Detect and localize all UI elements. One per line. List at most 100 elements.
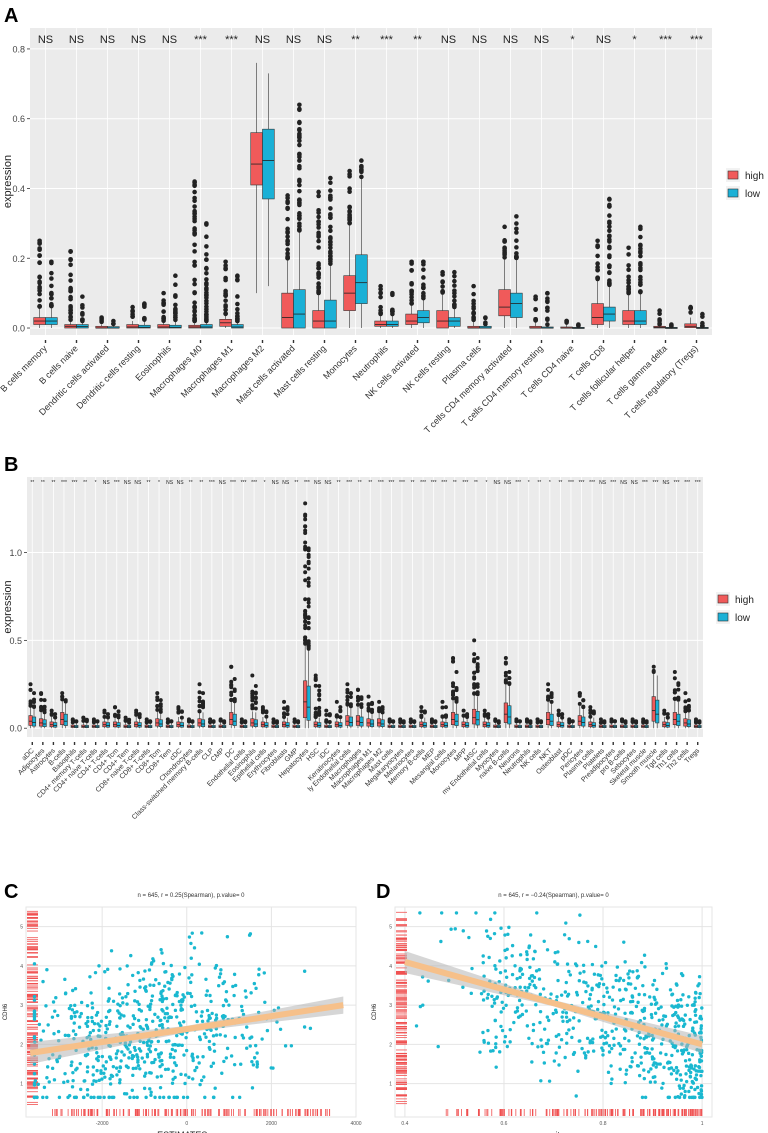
scatter-point: [687, 995, 691, 999]
box-high: [436, 310, 449, 329]
scatter-point: [560, 1015, 564, 1019]
scatter-point: [198, 1037, 203, 1042]
x-tick: [602, 340, 605, 343]
outlier-point: [429, 717, 434, 722]
x-axis-label: ESTIMATEScore: [157, 1130, 225, 1133]
y-tick-label: 0.6: [12, 114, 25, 124]
scatter-point: [195, 1055, 200, 1059]
outlier-point: [378, 294, 383, 300]
scatter-point: [622, 940, 626, 944]
scatter-point: [192, 946, 197, 950]
scatter-point: [217, 984, 221, 988]
scatter-point: [229, 1054, 234, 1058]
scatter-point: [642, 993, 647, 997]
significance-label: ***: [579, 480, 585, 486]
y-tick-label: 0.0: [12, 324, 25, 334]
outlier-point: [471, 298, 476, 304]
outlier-point: [306, 616, 311, 621]
outlier-point: [348, 691, 353, 696]
scatter-point: [79, 1000, 84, 1005]
x-tick: [42, 742, 44, 745]
outlier-point: [347, 171, 352, 177]
scatter-point: [653, 997, 657, 1002]
scatter-point: [618, 1052, 623, 1056]
outlier-point: [229, 664, 234, 669]
y-tick-label: 4: [20, 964, 23, 970]
scatter-point: [677, 1084, 682, 1088]
scatter-point: [554, 1051, 558, 1055]
significance-label: ***: [653, 480, 659, 486]
x-tick-label: T cells CD4 naive: [519, 343, 576, 400]
outlier-point: [285, 193, 290, 198]
scatter-point: [174, 1063, 178, 1068]
scatter-point: [648, 995, 652, 999]
scatter-point: [504, 975, 509, 979]
scatter-point: [209, 999, 213, 1004]
outlier-point: [192, 214, 197, 219]
outlier-point: [306, 583, 311, 588]
outlier-point: [192, 195, 197, 201]
outlier-point: [475, 655, 480, 660]
outlier-point: [324, 719, 329, 724]
scatter-point: [653, 1011, 658, 1015]
scatter-point: [610, 998, 615, 1002]
scatter-point: [180, 997, 184, 1002]
scatter-point: [129, 953, 133, 958]
significance-label: **: [41, 480, 45, 486]
scatter-point: [486, 934, 490, 939]
outlier-point: [303, 611, 308, 616]
outlier-point: [348, 695, 353, 700]
outlier-point: [676, 696, 681, 701]
scatter-point: [122, 1014, 126, 1018]
scatter-point: [170, 1047, 175, 1052]
scatter-point: [685, 1048, 689, 1052]
y-tick-label: 1.0: [9, 548, 22, 558]
significance-label: NS: [663, 480, 671, 486]
scatter-point: [183, 1081, 187, 1086]
significance-label: ***: [659, 34, 673, 46]
scatter-point: [614, 973, 618, 978]
outlier-point: [454, 687, 459, 692]
outlier-point: [176, 705, 181, 710]
x-tick: [517, 742, 519, 745]
box-low: [386, 320, 399, 327]
outlier-point: [250, 691, 255, 696]
outlier-point: [471, 311, 476, 317]
x-tick-label: 0.8: [600, 1121, 607, 1127]
outlier-point: [683, 699, 688, 704]
outlier-point: [665, 715, 670, 720]
scatter-point: [63, 1071, 67, 1076]
x-tick: [295, 742, 298, 745]
scatter-point: [154, 1047, 158, 1052]
outlier-point: [697, 719, 702, 724]
scatter-point: [652, 978, 657, 983]
x-tick-label: B cells memory: [0, 343, 49, 394]
scatter-point: [142, 1086, 147, 1091]
scatter-point: [184, 1048, 189, 1053]
significance-label: NS: [177, 480, 185, 486]
outlier-point: [285, 708, 290, 713]
x-tick: [73, 742, 76, 745]
scatter-point: [45, 1095, 49, 1100]
scatter-point: [126, 982, 130, 987]
scatter-point: [161, 1095, 166, 1100]
scatter-point: [604, 1030, 608, 1035]
scatter-point: [570, 1035, 574, 1040]
scatter-point: [659, 1042, 664, 1046]
scatter-point: [158, 1095, 162, 1100]
significance-label: ***: [241, 480, 247, 486]
outlier-point: [591, 709, 596, 714]
outlier-point: [452, 302, 457, 308]
scatter-point: [144, 1095, 148, 1100]
outlier-point: [503, 680, 508, 685]
x-tick: [199, 340, 202, 343]
box-high: [355, 715, 361, 726]
outlier-point: [657, 311, 662, 317]
x-tick: [31, 742, 33, 745]
outlier-point: [192, 290, 197, 296]
scatter-point: [418, 911, 422, 915]
outlier-point: [306, 597, 311, 602]
legend-label: high: [735, 595, 754, 606]
scatter-point: [214, 1016, 219, 1021]
outlier-point: [452, 283, 457, 288]
